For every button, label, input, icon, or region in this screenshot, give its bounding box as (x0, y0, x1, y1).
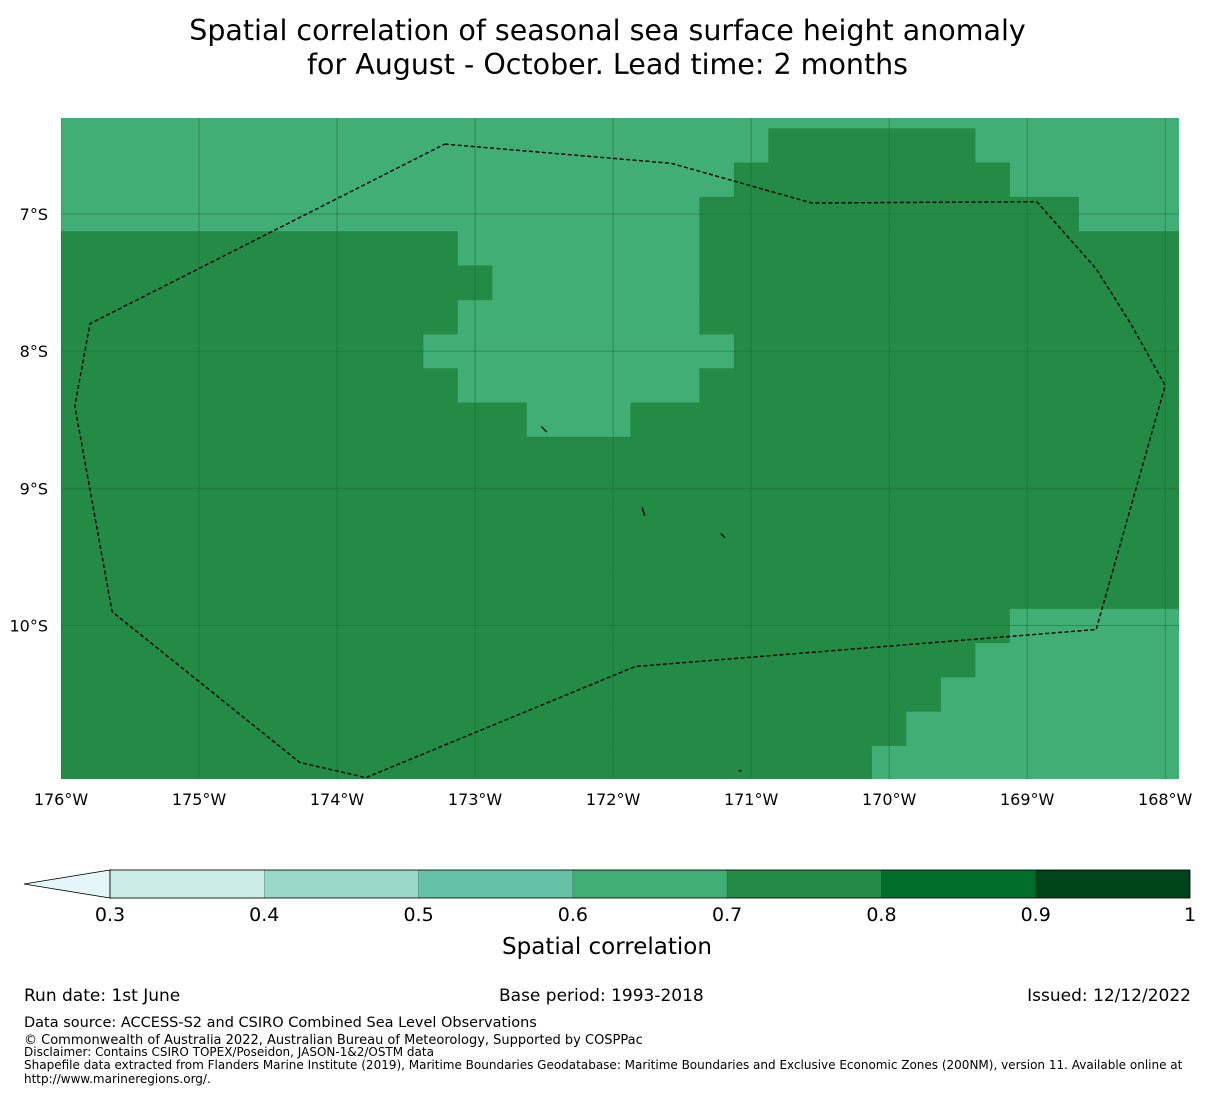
field-cell-0.7-0.8 (61, 745, 872, 779)
x-tick-label: 175°W (172, 790, 227, 809)
colorbar-tick-label: 0.9 (1021, 904, 1051, 926)
copyright-notice: © Commonwealth of Australia 2022, Austra… (24, 1033, 643, 1048)
field-cell-0.7-0.8 (61, 539, 1179, 575)
colorbar-tick-label: 0.4 (249, 904, 279, 926)
y-tick-label: 10°S (9, 616, 48, 635)
field-cell-0.7-0.8 (61, 231, 458, 266)
chart-title-line-1: Spatial correlation of seasonal sea surf… (189, 14, 1026, 47)
x-tick-label: 172°W (586, 790, 641, 809)
field-cell-0.7-0.8 (61, 368, 458, 404)
field-cell-0.7-0.8 (699, 231, 1179, 266)
colorbar-segment (264, 869, 419, 899)
x-tick-label: 169°W (1000, 790, 1055, 809)
eez-boundary-line (74, 143, 1166, 779)
x-tick-label: 171°W (724, 790, 779, 809)
colorbar-outline (109, 869, 1191, 899)
map-axes: 176°W 175°W 174°W 173°W 172°W 171°W 170°W 169°W… (9, 205, 1192, 809)
colorbar-segment (418, 869, 574, 899)
colorbar-tick-label: 0.3 (95, 904, 125, 926)
x-tick-label: 170°W (862, 790, 917, 809)
y-tick-label: 8°S (20, 342, 48, 361)
colorbar-tick-label: 0.5 (403, 904, 433, 926)
island-outline (720, 533, 726, 539)
data-source: Data source: ACCESS-S2 and CSIRO Combine… (24, 1015, 537, 1031)
field-cell-0.7-0.8 (768, 128, 976, 164)
map-plot-area (44, 118, 1179, 849)
run-date: Run date: 1st June (24, 986, 181, 1006)
field-cell-0.7-0.8 (61, 676, 941, 712)
field-cell-0.7-0.8 (733, 162, 1010, 198)
field-cell-0.7-0.8 (699, 299, 1179, 335)
shapefile-url: http://www.marineregions.org/. (24, 1072, 211, 1086)
x-tick-label: 168°W (1138, 790, 1193, 809)
field-cell-0.7-0.8 (61, 505, 1179, 541)
field-cell-0.7-0.8 (630, 402, 1179, 438)
colorbar-segment (572, 869, 728, 899)
colorbar-under-triangle (23, 869, 111, 899)
colorbar-tick-label: 0.6 (558, 904, 588, 926)
island-outline (540, 426, 548, 433)
chart-title-line-2: for August - October. Lead time: 2 month… (306, 48, 909, 81)
issued-date: Issued: 12/12/2022 (1027, 986, 1191, 1006)
colorbar: 0.3 0.4 0.5 0.6 0.7 0.8 0.9 1 Spatial correlatio… (23, 869, 1196, 960)
map-field (44, 118, 1179, 849)
x-tick-label: 173°W (448, 790, 503, 809)
shapefile-credit: Shapefile data extracted from Flanders M… (24, 1058, 1183, 1072)
chart-title: Spatial correlation of seasonal sea surf… (0, 14, 1215, 82)
field-cell-0.7-0.8 (699, 368, 1179, 404)
field-cell-0.7-0.8 (61, 265, 493, 301)
field-cell-0.7-0.8 (699, 265, 1179, 301)
field-cell-0.7-0.8 (61, 402, 527, 438)
y-tick-label: 7°S (20, 205, 48, 224)
disclaimer: Disclaimer: Contains CSIRO TOPEX/Poseido… (24, 1045, 434, 1059)
colorbar-segment (881, 869, 1036, 899)
y-tick-label: 9°S (20, 479, 48, 498)
x-tick-label: 176°W (34, 790, 89, 809)
colorbar-segment (109, 869, 265, 899)
colorbar-tick-label: 1 (1184, 904, 1196, 926)
field-cell-0.7-0.8 (44, 814, 872, 849)
colorbar-tick-label: 0.7 (712, 904, 742, 926)
field-cell-0.7-0.8 (61, 436, 1179, 472)
colorbar-segment (726, 869, 882, 899)
field-cell-0.7-0.8 (61, 642, 976, 678)
field-cell-0.7-0.8 (61, 299, 458, 335)
colorbar-tick-label: 0.8 (866, 904, 896, 926)
base-period: Base period: 1993-2018 (499, 986, 704, 1006)
field-cell-0.7-0.8 (61, 573, 1179, 609)
x-tick-label: 174°W (310, 790, 365, 809)
colorbar-segment (1035, 869, 1191, 899)
island-outline (641, 507, 646, 516)
colorbar-label: Spatial correlation (502, 934, 712, 960)
